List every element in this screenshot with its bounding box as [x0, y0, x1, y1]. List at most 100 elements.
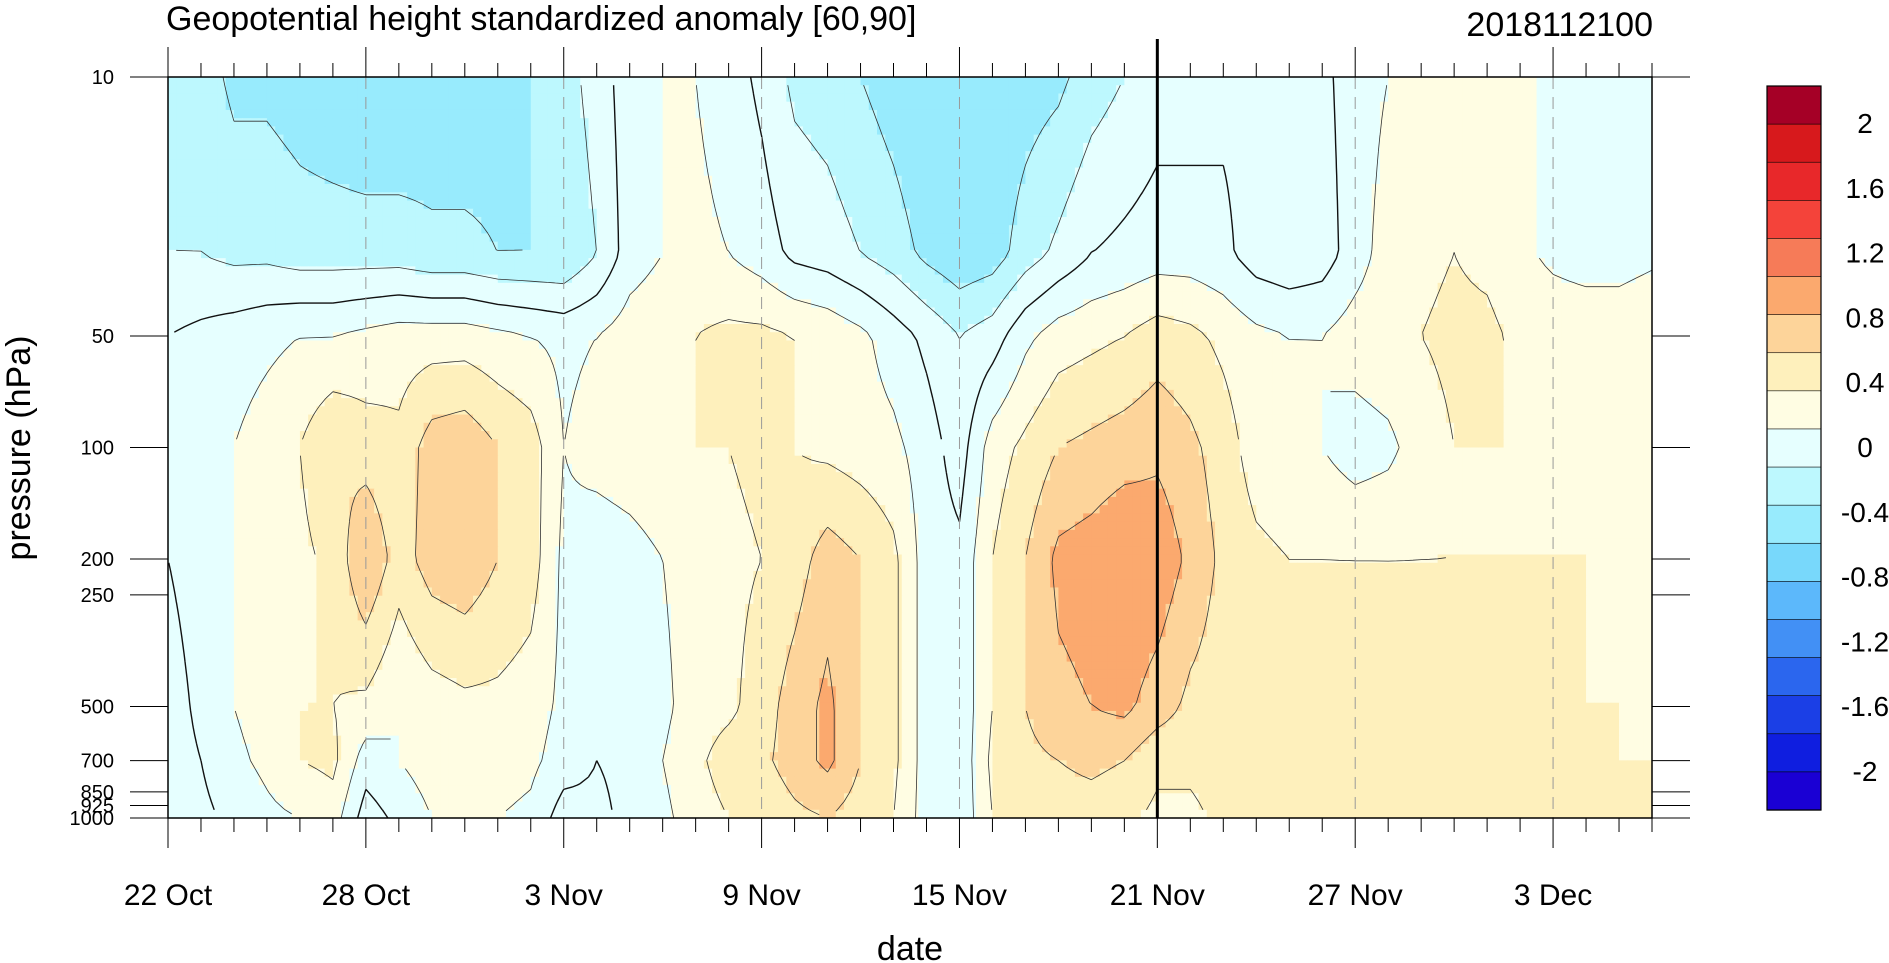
anomaly-cell — [225, 258, 235, 267]
anomaly-cell — [1404, 184, 1414, 193]
anomaly-cell — [1074, 85, 1084, 95]
anomaly-cell — [497, 282, 507, 292]
anomaly-cell — [868, 184, 878, 193]
anomaly-cell — [753, 258, 763, 267]
anomaly-cell — [1124, 167, 1134, 177]
anomaly-cell — [827, 274, 837, 284]
anomaly-cell — [654, 200, 664, 210]
anomaly-cell — [1066, 299, 1076, 309]
anomaly-cell — [1066, 134, 1076, 144]
anomaly-cell — [1297, 225, 1307, 235]
anomaly-cell — [1264, 192, 1274, 202]
anomaly-cell — [1305, 93, 1315, 103]
anomaly-cell — [596, 93, 606, 103]
anomaly-cell — [720, 274, 730, 284]
anomaly-cell — [1157, 291, 1167, 300]
anomaly-cell — [786, 233, 796, 243]
anomaly-cell — [877, 249, 886, 259]
anomaly-cell — [555, 134, 565, 144]
anomaly-cell — [670, 175, 680, 185]
anomaly-cell — [1602, 266, 1612, 276]
anomaly-cell — [975, 299, 985, 309]
anomaly-cell — [1272, 101, 1282, 111]
anomaly-cell — [275, 233, 285, 243]
anomaly-cell — [687, 118, 697, 127]
anomaly-cell — [168, 274, 177, 284]
anomaly-cell — [1017, 134, 1027, 144]
anomaly-cell — [1322, 167, 1332, 177]
anomaly-cell — [423, 118, 433, 127]
anomaly-cell — [1190, 85, 1200, 95]
anomaly-cell — [1066, 233, 1076, 243]
anomaly-cell — [860, 175, 870, 185]
anomaly-cell — [1091, 93, 1101, 103]
anomaly-cell — [415, 208, 425, 218]
anomaly-cell — [910, 109, 919, 119]
anomaly-cell — [959, 126, 969, 136]
anomaly-cell — [712, 159, 721, 169]
anomaly-cell — [1379, 258, 1389, 267]
anomaly-cell — [341, 192, 350, 202]
anomaly-cell — [1487, 258, 1496, 267]
anomaly-cell — [1569, 151, 1579, 160]
anomaly-cell — [1635, 109, 1645, 119]
anomaly-cell — [456, 109, 466, 119]
anomaly-cell — [1470, 134, 1480, 144]
anomaly-cell — [349, 241, 359, 251]
anomaly-cell — [761, 151, 771, 160]
anomaly-cell — [786, 184, 796, 193]
anomaly-cell — [547, 151, 557, 160]
anomaly-cell — [1107, 118, 1117, 127]
anomaly-cell — [918, 282, 928, 292]
anomaly-cell — [563, 85, 573, 95]
anomaly-cell — [431, 208, 441, 218]
anomaly-cell — [1544, 101, 1554, 111]
anomaly-cell — [1346, 93, 1356, 103]
anomaly-cell — [1330, 142, 1340, 152]
anomaly-cell — [984, 225, 994, 235]
anomaly-cell — [1322, 142, 1332, 152]
anomaly-cell — [1412, 282, 1422, 292]
anomaly-cell — [1569, 291, 1579, 300]
anomaly-cell — [1412, 134, 1422, 144]
anomaly-cell — [604, 208, 614, 218]
anomaly-cell — [1445, 159, 1455, 169]
anomaly-cell — [374, 249, 383, 259]
anomaly-cell — [1404, 101, 1414, 111]
anomaly-cell — [1231, 225, 1241, 235]
anomaly-cell — [1553, 291, 1562, 300]
anomaly-cell — [506, 266, 515, 276]
anomaly-cell — [308, 101, 317, 111]
anomaly-cell — [1503, 225, 1513, 235]
anomaly-cell — [1239, 291, 1249, 300]
anomaly-cell — [1157, 167, 1167, 177]
anomaly-cell — [522, 233, 532, 243]
anomaly-cell — [712, 184, 721, 193]
anomaly-cell — [1371, 126, 1381, 136]
anomaly-cell — [407, 241, 416, 251]
anomaly-cell — [967, 101, 977, 111]
anomaly-cell — [736, 134, 746, 144]
anomaly-cell — [332, 274, 342, 284]
anomaly-cell — [374, 77, 383, 86]
anomaly-cell — [1445, 266, 1455, 276]
anomaly-cell — [571, 109, 581, 119]
anomaly-cell — [1371, 208, 1381, 218]
anomaly-cell — [1371, 200, 1381, 210]
anomaly-cell — [1404, 134, 1414, 144]
anomaly-cell — [1528, 208, 1538, 218]
anomaly-cell — [1412, 241, 1422, 251]
anomaly-cell — [687, 134, 697, 144]
anomaly-cell — [473, 159, 482, 169]
anomaly-cell — [975, 126, 985, 136]
anomaly-cell — [497, 249, 507, 259]
anomaly-cell — [1503, 118, 1513, 127]
anomaly-cell — [1157, 266, 1167, 276]
anomaly-cell — [1272, 77, 1282, 86]
anomaly-cell — [192, 167, 202, 177]
anomaly-cell — [1610, 282, 1620, 292]
anomaly-cell — [1066, 85, 1076, 95]
anomaly-cell — [407, 266, 416, 276]
anomaly-cell — [835, 93, 845, 103]
anomaly-cell — [654, 249, 664, 259]
